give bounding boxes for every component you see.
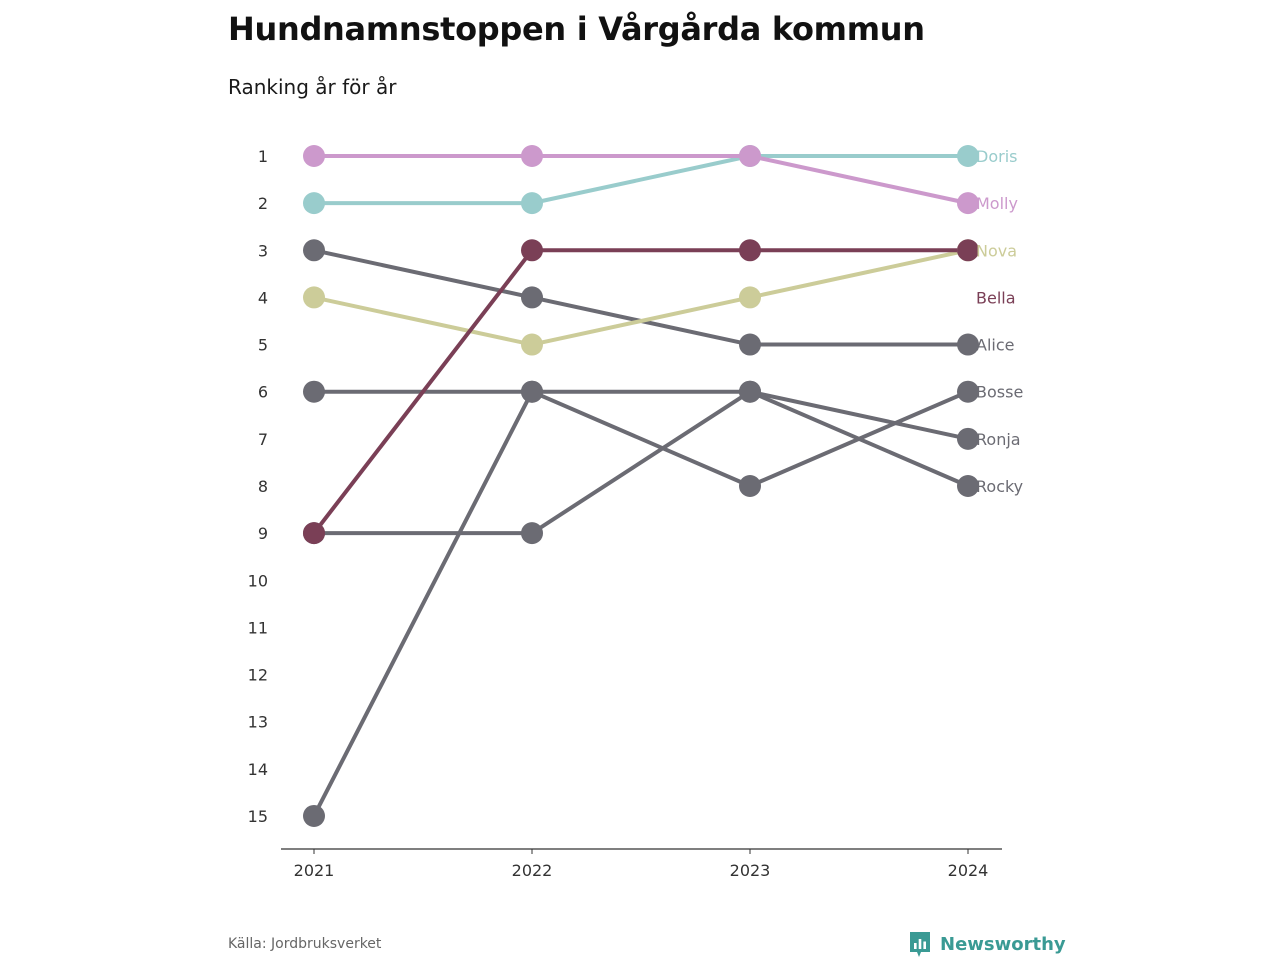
data-point-molly xyxy=(303,145,325,167)
data-point-bella xyxy=(739,239,761,262)
bar-chart-speech-bubble-icon xyxy=(910,932,930,957)
data-point-doris xyxy=(521,192,543,215)
data-point-alice xyxy=(957,333,979,356)
series-line-molly xyxy=(312,154,970,206)
dots-layer xyxy=(303,145,979,827)
y-tick-label: 9 xyxy=(258,524,268,543)
y-tick-label: 10 xyxy=(248,571,268,590)
series-line-ronja xyxy=(312,389,970,536)
y-tick-label: 1 xyxy=(258,147,268,166)
y-tick-label: 14 xyxy=(248,760,268,779)
data-point-ronja xyxy=(957,427,979,450)
series-label-molly: Molly xyxy=(976,194,1018,213)
y-tick-label: 15 xyxy=(248,807,268,826)
data-point-nova xyxy=(303,286,325,309)
y-tick-label: 12 xyxy=(248,666,268,685)
data-point-bella xyxy=(521,239,543,262)
series-label-bosse: Bosse xyxy=(976,383,1023,402)
data-point-molly xyxy=(957,192,979,215)
data-point-ronja xyxy=(521,522,543,545)
brand-logo[interactable]: Newsworthy xyxy=(908,930,1066,958)
data-point-nova xyxy=(521,333,543,356)
data-point-rocky xyxy=(739,380,761,403)
y-tick-label: 6 xyxy=(258,383,268,402)
x-tick-label: 2023 xyxy=(730,861,771,880)
data-point-bella xyxy=(303,522,325,545)
x-tick-label: 2021 xyxy=(294,861,335,880)
y-tick-label: 13 xyxy=(248,713,268,732)
data-point-nova xyxy=(739,286,761,309)
y-tick-label: 5 xyxy=(258,336,268,355)
x-tick-label: 2022 xyxy=(512,861,553,880)
data-point-bosse xyxy=(303,380,325,403)
series-line-doris xyxy=(312,154,970,206)
x-tick-label: 2024 xyxy=(948,861,989,880)
data-point-molly xyxy=(521,145,543,167)
series-label-nova: Nova xyxy=(976,241,1017,260)
y-tick-label: 11 xyxy=(248,618,268,637)
chart-title: Hundnamnstoppen i Vårgårda kommun xyxy=(228,10,925,48)
series-line-rocky xyxy=(312,389,970,818)
labels-layer: Doris Molly Nova Bella Alice Bosse Ronja Rocky xyxy=(976,147,1023,496)
series-line-nova xyxy=(312,248,970,347)
series-line-bella xyxy=(312,248,970,536)
y-tick-label: 8 xyxy=(258,477,268,496)
data-point-molly xyxy=(739,145,761,167)
series-label-doris: Doris xyxy=(976,147,1017,166)
data-point-bella xyxy=(957,239,979,262)
y-tick-label: 4 xyxy=(258,288,268,307)
data-point-alice xyxy=(521,286,543,309)
series-label-rocky: Rocky xyxy=(976,477,1023,496)
data-point-doris xyxy=(957,145,979,167)
data-point-alice xyxy=(303,239,325,262)
source-note: Källa: Jordbruksverket xyxy=(228,936,382,952)
data-point-rocky xyxy=(521,380,543,403)
data-point-rocky xyxy=(303,804,325,827)
y-tick-label: 2 xyxy=(258,194,268,213)
data-point-bosse xyxy=(739,474,761,497)
series-label-alice: Alice xyxy=(976,336,1014,355)
y-tick-label: 3 xyxy=(258,241,268,260)
lines-layer xyxy=(312,154,970,818)
chart-subtitle: Ranking år för år xyxy=(228,75,397,99)
series-label-bella: Bella xyxy=(976,288,1016,307)
data-point-bosse xyxy=(957,380,979,403)
brand-name: Newsworthy xyxy=(940,933,1066,955)
data-point-alice xyxy=(739,333,761,356)
y-tick-label: 7 xyxy=(258,430,268,449)
data-point-doris xyxy=(303,192,325,215)
series-label-ronja: Ronja xyxy=(976,430,1021,449)
data-point-rocky xyxy=(957,474,979,497)
series-line-alice xyxy=(312,248,970,347)
